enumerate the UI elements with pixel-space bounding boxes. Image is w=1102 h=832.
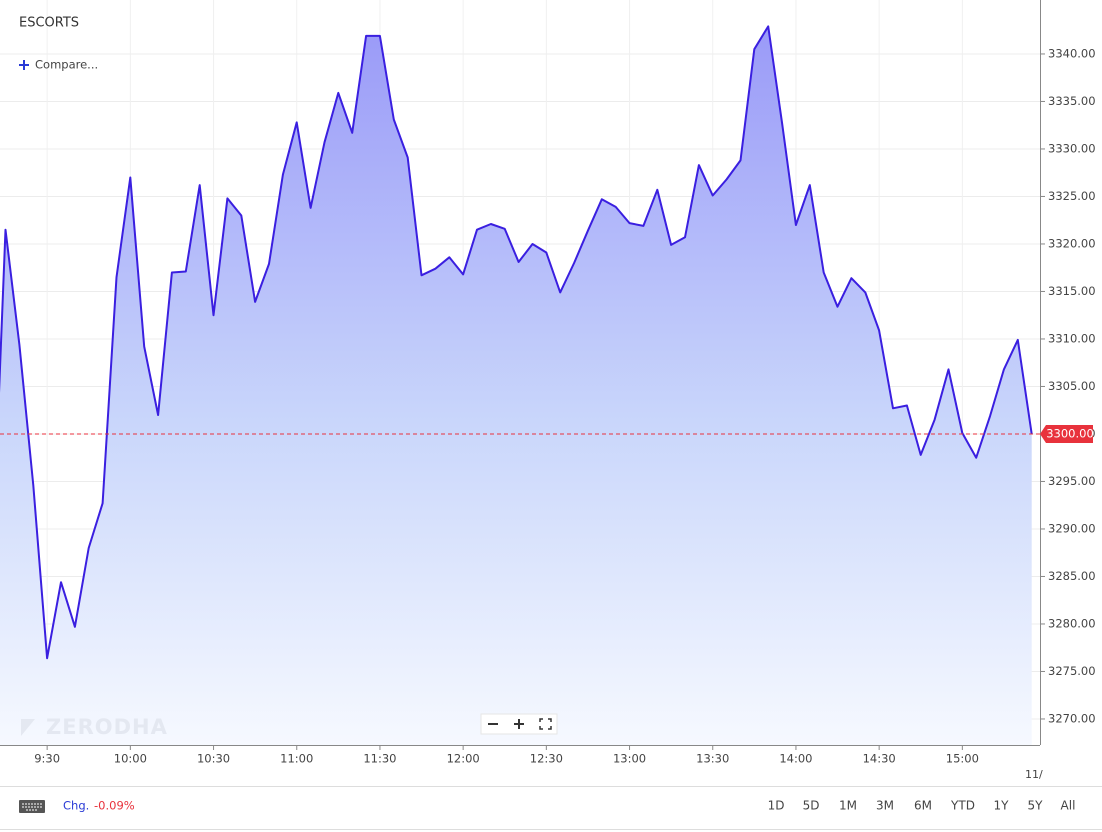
y-tick-label: 3305.00 [1048,379,1096,393]
watermark-logo [21,719,35,736]
y-tick-label: 3295.00 [1048,474,1096,488]
keyboard-icon[interactable] [19,800,45,813]
range-button[interactable]: 5Y [1028,799,1044,813]
fullscreen[interactable] [539,718,552,730]
axes [0,0,1041,746]
x-tick-label: 15:00 [946,752,979,766]
range-button[interactable]: 1Y [994,799,1010,813]
x-tick-label: 11:00 [280,752,313,766]
change-label: Chg. [63,799,89,813]
x-tick-label: 11:30 [363,752,396,766]
chart-title: ESCORTS [19,16,79,31]
line [0,25,1033,660]
y-tick-label: 3330.00 [1048,141,1096,155]
y-tick-label: 3325.00 [1048,189,1096,203]
y-tick-label: 3275.00 [1048,664,1096,678]
y-tick-label: 3320.00 [1048,236,1096,250]
y-tick-label: 3285.00 [1048,569,1096,583]
zoom-controls [480,713,558,735]
x-tick-label: 12:00 [447,752,480,766]
range-button[interactable]: 3M [876,799,894,813]
y-tick-label: 3270.00 [1048,711,1096,725]
y-tick-label: 3315.00 [1048,284,1096,298]
x-tick-label: 13:30 [696,752,729,766]
range-button[interactable]: All [1061,799,1076,813]
y-tick-label: 3290.00 [1048,521,1096,535]
change-value: -0.09% [94,799,135,813]
range-button[interactable]: 6M [914,799,932,813]
price-tag [1040,424,1093,443]
x-tick-label: 14:30 [863,752,896,766]
compare-label[interactable]: Compare... [35,58,98,72]
range-button[interactable]: 5D [803,799,820,813]
series [0,25,1033,745]
zoom-in[interactable] [514,719,524,729]
x-tick-label: 13:00 [613,752,646,766]
y-tick-label: 3280.00 [1048,616,1096,630]
annotation: 11/ [1025,768,1043,781]
range-button[interactable]: YTD [950,799,975,813]
watermark: ZERODHA [46,715,168,739]
x-tick-label: 14:00 [779,752,812,766]
y-tick-label: 3310.00 [1048,331,1096,345]
compare-button[interactable]: Compare... [19,58,98,72]
x-tick-label: 10:30 [197,752,230,766]
area [0,26,1032,745]
y-tick-label: 3340.00 [1048,46,1096,60]
range-button[interactable]: 1D [768,799,785,813]
x-tick-label: 10:00 [114,752,147,766]
y-tick-label: 3335.00 [1048,94,1096,108]
price-tag-label: 3300.00 [1046,426,1094,440]
range-buttons: 1D 5D 1M 3M 6M YTD 1Y 5Y All [768,799,1076,813]
range-button[interactable]: 1M [839,799,857,813]
x-tick-label: 9:30 [34,752,60,766]
x-tick-label: 12:30 [530,752,563,766]
